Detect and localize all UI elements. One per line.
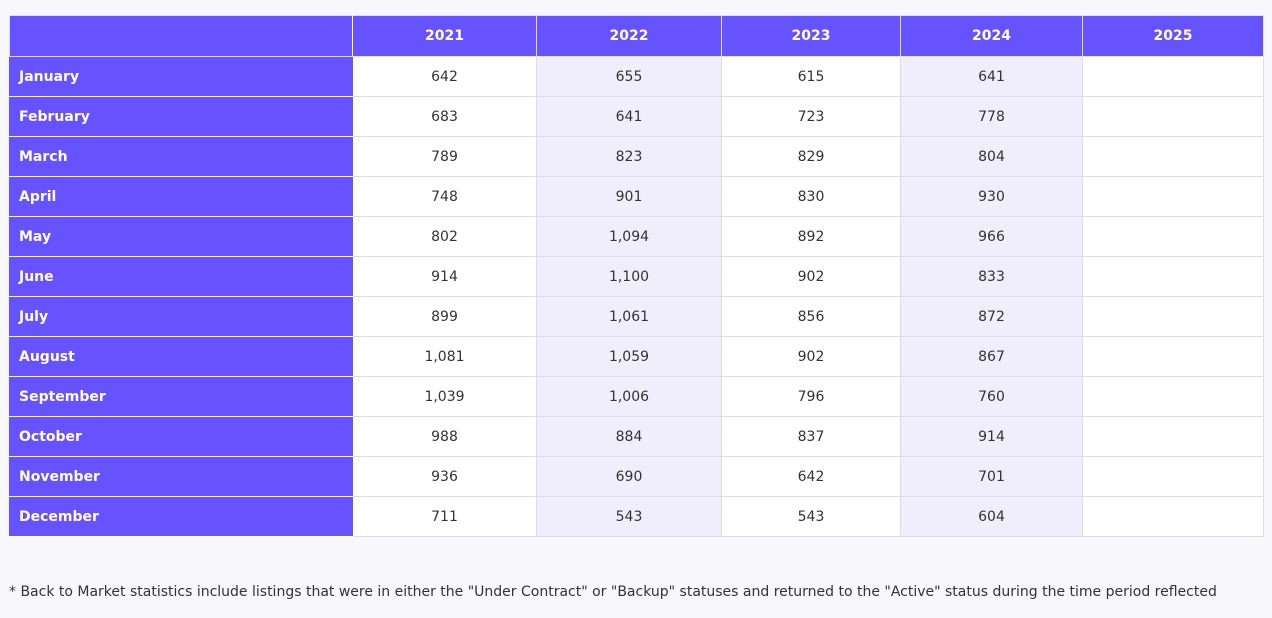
table-row: May 802 1,094 892 966 <box>9 216 1264 257</box>
value-cell: 778 <box>900 96 1083 137</box>
value-cell <box>1082 176 1264 217</box>
value-cell: 723 <box>721 96 901 137</box>
month-label: December <box>9 496 353 537</box>
year-header: 2021 <box>352 15 537 57</box>
value-cell: 748 <box>352 176 537 217</box>
value-cell <box>1082 296 1264 337</box>
value-cell <box>1082 96 1264 137</box>
table-row: July 899 1,061 856 872 <box>9 296 1264 337</box>
month-label: July <box>9 296 353 337</box>
year-header: 2025 <box>1082 15 1264 57</box>
corner-header-cell <box>9 15 353 57</box>
value-cell: 641 <box>900 56 1083 97</box>
value-cell: 914 <box>352 256 537 297</box>
value-cell <box>1082 136 1264 177</box>
value-cell <box>1082 56 1264 97</box>
value-cell: 856 <box>721 296 901 337</box>
value-cell: 902 <box>721 256 901 297</box>
month-label: September <box>9 376 353 417</box>
value-cell: 823 <box>536 136 722 177</box>
value-cell: 642 <box>721 456 901 497</box>
value-cell: 543 <box>721 496 901 537</box>
header-row: 2021 2022 2023 2024 2025 <box>9 15 1264 57</box>
value-cell: 833 <box>900 256 1083 297</box>
value-cell: 899 <box>352 296 537 337</box>
value-cell: 1,039 <box>352 376 537 417</box>
value-cell: 683 <box>352 96 537 137</box>
value-cell: 789 <box>352 136 537 177</box>
value-cell <box>1082 376 1264 417</box>
value-cell: 872 <box>900 296 1083 337</box>
value-cell: 804 <box>900 136 1083 177</box>
value-cell: 892 <box>721 216 901 257</box>
value-cell: 543 <box>536 496 722 537</box>
value-cell: 936 <box>352 456 537 497</box>
value-cell: 615 <box>721 56 901 97</box>
table-row: June 914 1,100 902 833 <box>9 256 1264 297</box>
value-cell: 1,061 <box>536 296 722 337</box>
month-label: November <box>9 456 353 497</box>
value-cell: 988 <box>352 416 537 457</box>
value-cell: 604 <box>900 496 1083 537</box>
year-header: 2023 <box>721 15 901 57</box>
month-label: February <box>9 96 353 137</box>
back-to-market-table: 2021 2022 2023 2024 2025 January 642 655 61… <box>9 15 1264 537</box>
value-cell: 1,081 <box>352 336 537 377</box>
table-body: January 642 655 615 641 February 683 641 723 778 M… <box>9 56 1264 537</box>
value-cell <box>1082 496 1264 537</box>
value-cell: 884 <box>536 416 722 457</box>
value-cell: 902 <box>721 336 901 377</box>
year-header: 2022 <box>536 15 722 57</box>
value-cell: 930 <box>900 176 1083 217</box>
month-label: March <box>9 136 353 177</box>
footnote: * Back to Market statistics include list… <box>9 584 1217 600</box>
value-cell: 867 <box>900 336 1083 377</box>
month-label: October <box>9 416 353 457</box>
value-cell: 760 <box>900 376 1083 417</box>
table-row: September 1,039 1,006 796 760 <box>9 376 1264 417</box>
table-row: January 642 655 615 641 <box>9 56 1264 97</box>
value-cell: 796 <box>721 376 901 417</box>
year-header: 2024 <box>900 15 1083 57</box>
value-cell <box>1082 416 1264 457</box>
value-cell: 1,059 <box>536 336 722 377</box>
value-cell: 1,100 <box>536 256 722 297</box>
month-label: May <box>9 216 353 257</box>
table-row: August 1,081 1,059 902 867 <box>9 336 1264 377</box>
value-cell: 701 <box>900 456 1083 497</box>
value-cell: 837 <box>721 416 901 457</box>
table-row: March 789 823 829 804 <box>9 136 1264 177</box>
month-label: January <box>9 56 353 97</box>
value-cell: 690 <box>536 456 722 497</box>
value-cell: 901 <box>536 176 722 217</box>
table-row: November 936 690 642 701 <box>9 456 1264 497</box>
value-cell: 830 <box>721 176 901 217</box>
month-label: August <box>9 336 353 377</box>
value-cell <box>1082 336 1264 377</box>
table-row: December 711 543 543 604 <box>9 496 1264 537</box>
value-cell: 1,006 <box>536 376 722 417</box>
value-cell: 711 <box>352 496 537 537</box>
value-cell: 914 <box>900 416 1083 457</box>
month-label: June <box>9 256 353 297</box>
month-label: April <box>9 176 353 217</box>
value-cell: 1,094 <box>536 216 722 257</box>
value-cell: 829 <box>721 136 901 177</box>
value-cell: 966 <box>900 216 1083 257</box>
value-cell: 641 <box>536 96 722 137</box>
value-cell <box>1082 256 1264 297</box>
table-row: April 748 901 830 930 <box>9 176 1264 217</box>
value-cell <box>1082 216 1264 257</box>
table-row: February 683 641 723 778 <box>9 96 1264 137</box>
value-cell: 802 <box>352 216 537 257</box>
value-cell: 642 <box>352 56 537 97</box>
value-cell: 655 <box>536 56 722 97</box>
value-cell <box>1082 456 1264 497</box>
table-row: October 988 884 837 914 <box>9 416 1264 457</box>
